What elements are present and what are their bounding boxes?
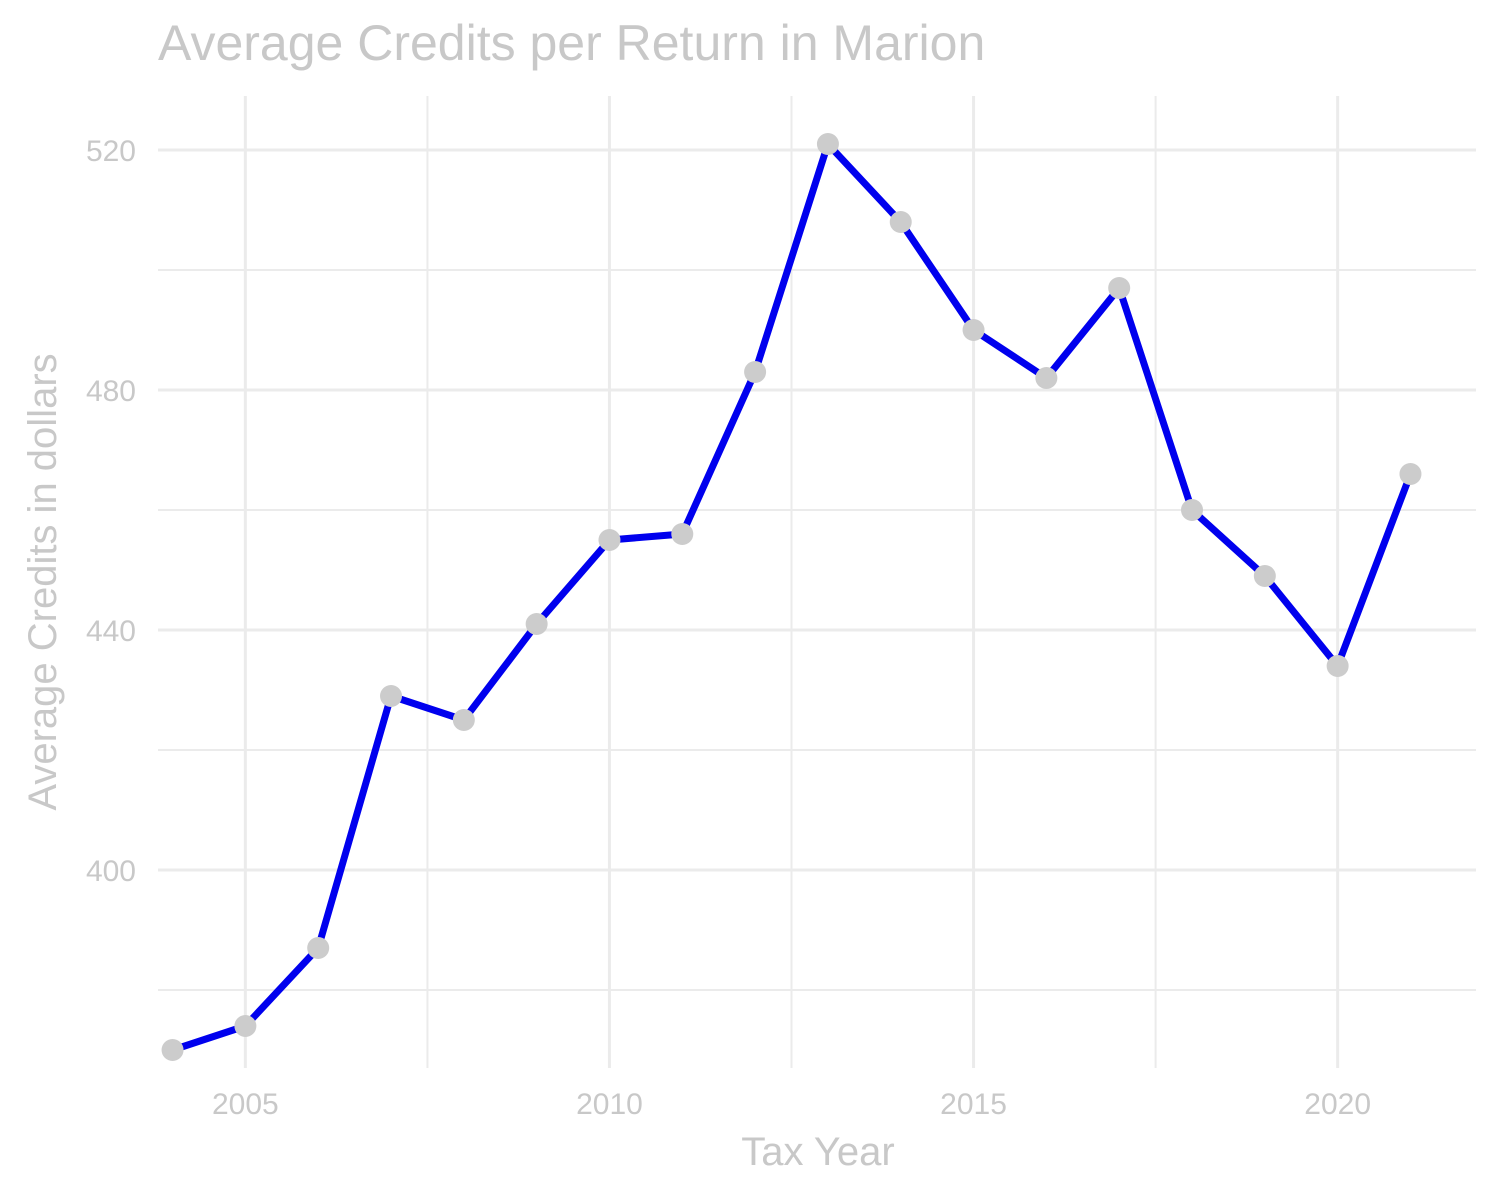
x-axis-ticks: 2005 2010 2015 2020 (212, 1088, 1371, 1121)
data-point (962, 319, 985, 341)
data-point (744, 361, 767, 383)
data-point (525, 613, 548, 635)
data-point (598, 529, 621, 551)
data-point (1035, 367, 1058, 389)
data-point (1326, 655, 1349, 677)
data-point (1181, 499, 1204, 521)
data-point (380, 685, 403, 707)
data-point (234, 1015, 257, 1037)
y-axis-ticks: 400 440 480 520 (86, 135, 136, 888)
data-points (161, 133, 1422, 1061)
data-point (671, 523, 694, 545)
x-axis-title: Tax Year (741, 1130, 894, 1174)
x-tick-label: 2005 (212, 1088, 279, 1121)
x-tick-label: 2020 (1304, 1088, 1371, 1121)
y-tick-label: 440 (86, 615, 136, 648)
y-tick-label: 400 (86, 855, 136, 888)
y-tick-label: 520 (86, 135, 136, 168)
data-point (889, 211, 912, 233)
chart-title: Average Credits per Return in Marion (158, 15, 986, 71)
data-point (452, 709, 475, 731)
series-line (169, 140, 1414, 1054)
data-point (161, 1039, 184, 1061)
x-tick-label: 2015 (940, 1088, 1007, 1121)
data-point (1253, 565, 1276, 587)
y-axis-title: Average Credits in dollars (21, 353, 65, 810)
data-point (307, 937, 330, 959)
y-tick-label: 480 (86, 375, 136, 408)
series-line-group (169, 140, 1414, 1054)
data-point (1108, 277, 1131, 299)
x-tick-label: 2010 (576, 1088, 643, 1121)
data-point (1399, 463, 1422, 485)
data-point (816, 133, 839, 155)
grid-lines (158, 96, 1476, 1068)
